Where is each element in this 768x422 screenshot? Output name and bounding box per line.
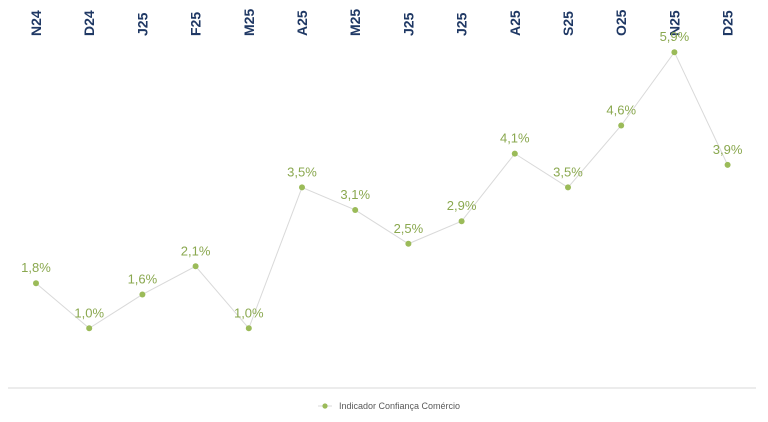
- data-label: 2,5%: [394, 221, 424, 236]
- data-label: 5,9%: [660, 29, 690, 44]
- x-tick-label: O25: [613, 9, 629, 36]
- data-point: [671, 49, 678, 56]
- data-point: [192, 263, 199, 270]
- x-tick-label: A25: [294, 10, 310, 36]
- data-point: [511, 150, 518, 157]
- data-label: 4,6%: [606, 102, 636, 117]
- data-point: [33, 280, 39, 287]
- data-label: 1,6%: [128, 271, 158, 286]
- data-labels-layer: 1,8% 1,0% 1,6% 2,1% 1,0% 3,5% 3,1% 2,5% 2,9% 4,1%…: [21, 29, 743, 320]
- data-point: [724, 161, 731, 168]
- data-point: [565, 184, 571, 191]
- x-tick-label: J25: [400, 12, 416, 36]
- x-tick-label: S25: [560, 11, 576, 36]
- data-point: [618, 122, 625, 129]
- x-tick-label: N25: [666, 10, 682, 36]
- data-label: 1,0%: [74, 305, 104, 320]
- x-tick-label: J25: [454, 12, 470, 36]
- data-label: 3,5%: [287, 164, 317, 179]
- data-label: 3,5%: [553, 164, 583, 179]
- data-point: [458, 218, 465, 225]
- data-label: 2,9%: [447, 198, 477, 213]
- legend: Indicador Confiança Comércio: [318, 401, 460, 411]
- data-point: [245, 325, 252, 332]
- data-point: [352, 206, 359, 213]
- data-label: 1,8%: [21, 260, 51, 275]
- x-tick-label: D24: [81, 10, 97, 36]
- data-point: [299, 184, 305, 191]
- series-line: [35, 51, 729, 330]
- x-tick-label: M25: [241, 9, 257, 36]
- data-label: 2,1%: [181, 243, 211, 258]
- legend-entry-indicador-confianca-comercio: Indicador Confiança Comércio: [339, 401, 460, 411]
- legend-marker: [322, 403, 328, 409]
- data-points-layer: [33, 49, 731, 332]
- x-tick-label: D25: [720, 10, 736, 36]
- x-tick-label: F25: [188, 12, 204, 36]
- x-tick-label: A25: [507, 10, 523, 36]
- data-point: [405, 240, 412, 247]
- x-axis-ticks: N24 D24 J25 F25 M25 A25 M25 J25 J25 A25 S25 O25 N25 D…: [28, 9, 736, 36]
- data-label: 1,0%: [234, 305, 264, 320]
- data-label: 3,1%: [340, 187, 370, 202]
- data-label: 3,9%: [713, 142, 743, 157]
- series-line-layer: [35, 51, 729, 330]
- x-tick-label: N24: [28, 10, 44, 36]
- x-tick-label: J25: [134, 12, 150, 36]
- x-tick-label: M25: [347, 9, 363, 36]
- data-label: 4,1%: [500, 131, 530, 146]
- data-point: [139, 291, 146, 298]
- data-point: [86, 325, 93, 332]
